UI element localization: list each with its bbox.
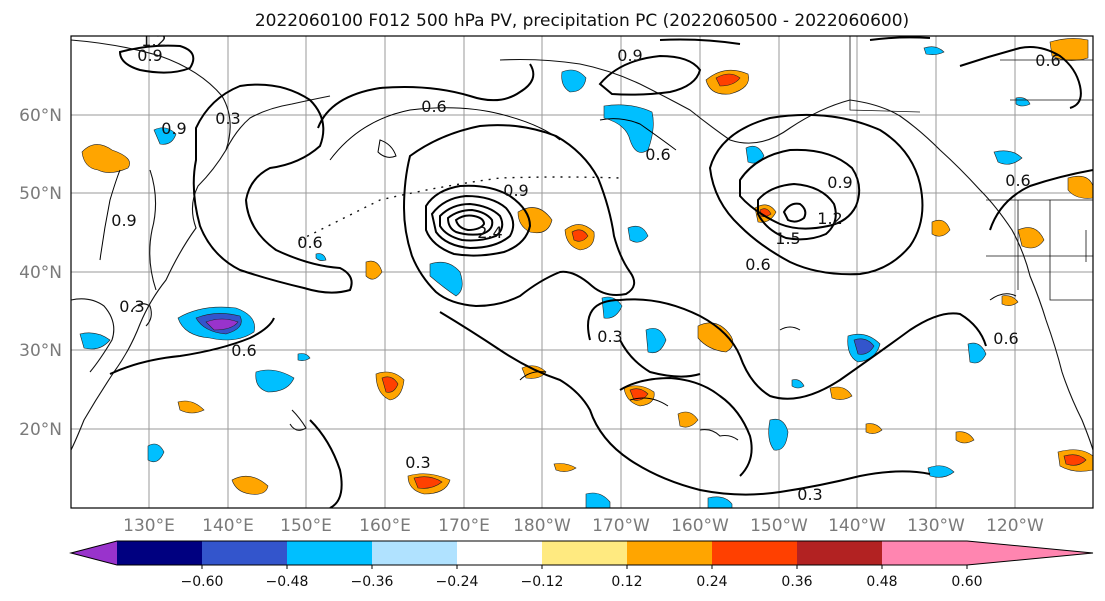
contour-label: 0.3 [119, 297, 144, 316]
political-borders [849, 36, 1093, 301]
lat-tick-label: 50°N [19, 184, 62, 204]
contour-label: 0.3 [215, 109, 240, 128]
colorbar-label: 0.36 [781, 574, 812, 590]
lon-tick-label: 140°W [828, 516, 886, 536]
lon-tick-label: 150°E [280, 516, 332, 536]
colorbar-segment [542, 541, 627, 565]
colorbar-segment [882, 541, 967, 565]
lat-tick-label: 30°N [19, 341, 62, 361]
colorbar-label: −0.48 [266, 574, 309, 590]
colorbar-outline [69, 540, 1094, 566]
contour-label: 0.9 [161, 119, 186, 138]
colorbar-segment [287, 541, 372, 565]
colorbar-segment [712, 541, 797, 565]
contour-label: 0.9 [137, 46, 162, 65]
colorbar-segment [457, 541, 542, 565]
dateline-dotted-track [299, 176, 621, 241]
colorbar-segment [202, 541, 287, 565]
colorbar-label: −0.36 [351, 574, 394, 590]
pv-contours [109, 36, 1093, 508]
contour-label: 1.2 [141, 31, 166, 50]
contour-label: 0.9 [111, 211, 136, 230]
contour-label: 0.6 [421, 97, 446, 116]
colorbar-label: 0.12 [611, 574, 642, 590]
lon-tick-label: 170°E [438, 516, 490, 536]
colorbar-extend-low [71, 541, 117, 565]
coastlines [71, 39, 1093, 451]
contour-label: 0.3 [797, 485, 822, 504]
colorbar-label: 0.24 [696, 574, 727, 590]
contour-label: 0.3 [597, 327, 622, 346]
colorbar: −0.60 −0.48 −0.36 −0.24 −0.12 0.12 0.24 … [69, 540, 1094, 590]
colorbar-segment [797, 541, 882, 565]
contour-label: 0.6 [745, 255, 770, 274]
lon-tick-label: 180°W [513, 516, 571, 536]
lon-tick-label: 120°W [986, 516, 1044, 536]
contour-label: 0.9 [617, 46, 642, 65]
contour-label: 0.6 [1035, 51, 1060, 70]
pv-contours-thin [99, 107, 1017, 407]
map-frame [70, 35, 1094, 509]
lat-tick-label: 20°N [19, 420, 62, 440]
contour-labels: 1.2 0.9 0.9 0.3 0.6 0.6 0.9 0.6 0.6 0.9 … [111, 31, 1060, 504]
figure-title: 2022060100 F012 500 hPa PV, precipitatio… [255, 11, 909, 31]
gridlines [71, 36, 1093, 508]
lat-tick-labels: 60°N 50°N 40°N 30°N 20°N [19, 106, 62, 440]
contour-label: 0.3 [405, 453, 430, 472]
lat-tick-label: 60°N [19, 106, 62, 126]
contour-label: 0.6 [645, 145, 670, 164]
precip-positive-shading [81, 38, 1093, 495]
colorbar-label: −0.12 [521, 574, 564, 590]
contour-label: 1.2 [817, 209, 842, 228]
colorbar-extend-high [967, 541, 1093, 565]
contour-label: 0.6 [993, 329, 1018, 348]
lon-tick-label: 150°W [750, 516, 808, 536]
colorbar-segment [117, 541, 202, 565]
colorbar-label: −0.24 [436, 574, 479, 590]
contour-label: 0.9 [503, 181, 528, 200]
colorbar-label: 0.48 [866, 574, 897, 590]
colorbar-label: −0.60 [181, 574, 224, 590]
contour-label: 0.6 [1005, 171, 1030, 190]
lat-tick-label: 40°N [19, 263, 62, 283]
contour-label: 0.6 [231, 341, 256, 360]
contour-label: 0.6 [297, 233, 322, 252]
precip-negative-shading [79, 46, 1031, 508]
lon-tick-label: 160°W [671, 516, 729, 536]
lon-tick-label: 130°W [907, 516, 965, 536]
lon-tick-label: 130°E [123, 516, 175, 536]
lon-tick-label: 170°W [592, 516, 650, 536]
colorbar-segment [627, 541, 712, 565]
colorbar-label: 0.60 [951, 574, 982, 590]
contour-label: 2.4 [477, 223, 502, 242]
colorbar-segment [372, 541, 457, 565]
contour-label: 1.5 [775, 229, 800, 248]
lon-tick-label: 140°E [202, 516, 254, 536]
lon-tick-labels: 130°E 140°E 150°E 160°E 170°E 180°W 170°… [123, 516, 1044, 536]
lon-tick-label: 160°E [359, 516, 411, 536]
contour-label: 0.9 [827, 173, 852, 192]
